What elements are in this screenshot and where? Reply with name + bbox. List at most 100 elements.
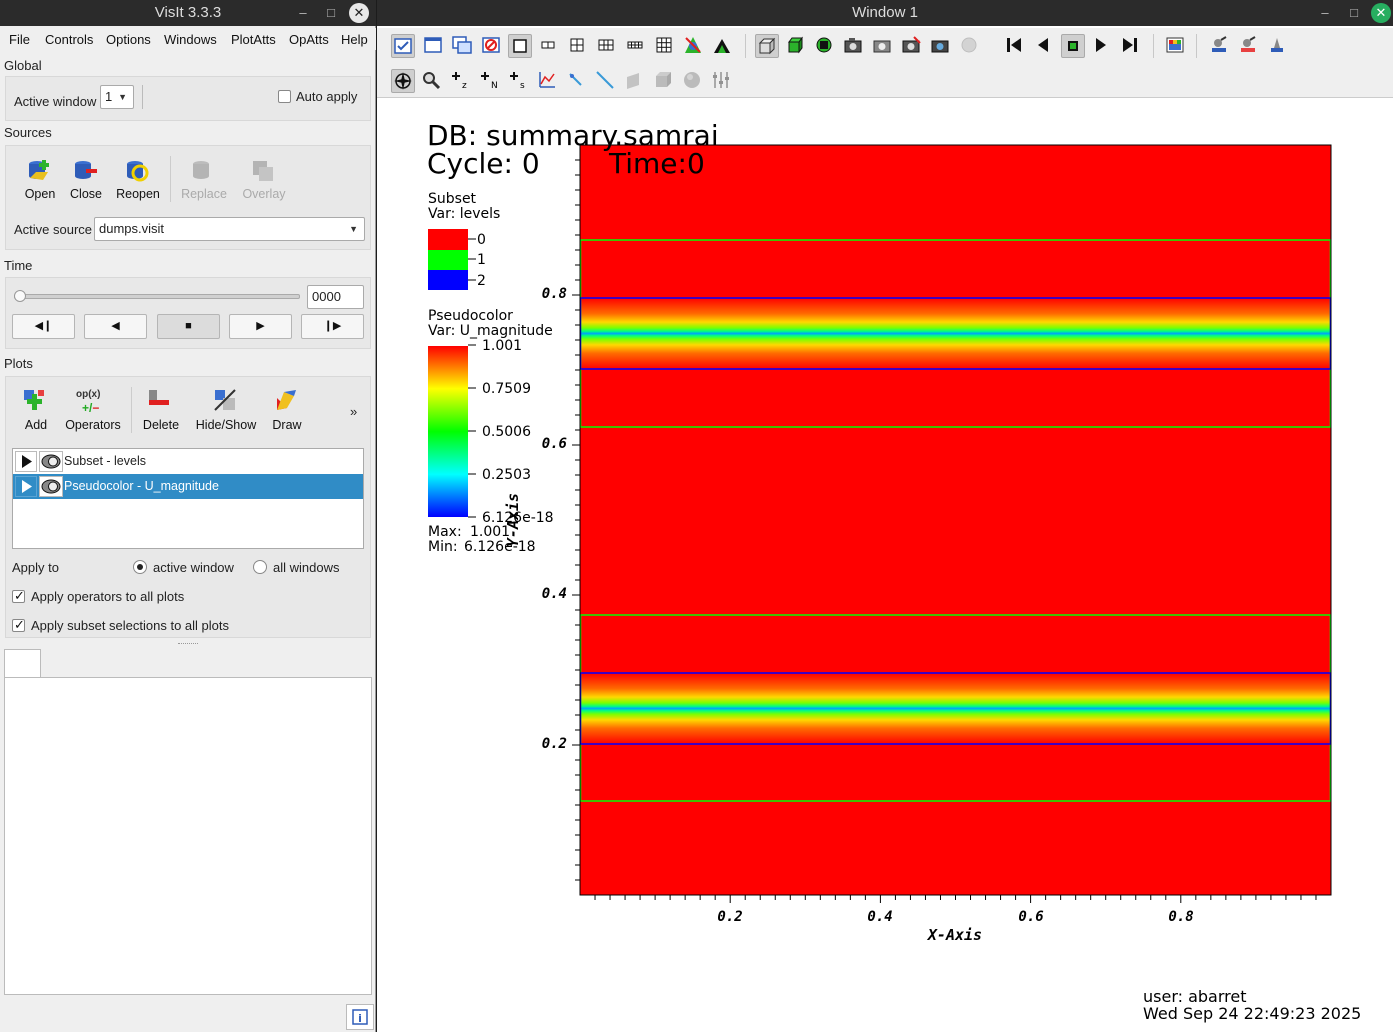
step-back-button[interactable]: ◀❙: [12, 314, 75, 339]
info-button[interactable]: i: [346, 1004, 374, 1030]
lock-time-icon[interactable]: [711, 34, 735, 58]
time-slider-handle[interactable]: [14, 290, 26, 302]
forward-play-icon[interactable]: [1090, 34, 1114, 58]
step-forward-button[interactable]: ❙▶: [301, 314, 364, 339]
clone-window-icon[interactable]: [451, 34, 475, 58]
delete-window-icon[interactable]: [480, 34, 504, 58]
splitter-handle[interactable]: [178, 643, 198, 646]
apply-active-window-radio[interactable]: [133, 560, 147, 574]
menu-windows[interactable]: Windows: [164, 32, 217, 47]
close-button[interactable]: Close: [70, 187, 102, 201]
frame-input[interactable]: 0000: [307, 285, 364, 309]
more-tools-button[interactable]: »: [350, 404, 358, 419]
expand-icon[interactable]: [15, 476, 37, 497]
node-pick-icon[interactable]: N: [478, 69, 502, 93]
eye-icon[interactable]: [39, 451, 63, 472]
point-tool-icon[interactable]: [565, 69, 589, 93]
axis-restriction-icon[interactable]: [710, 69, 734, 93]
apply-all-windows-radio[interactable]: [253, 560, 267, 574]
plot-list-item[interactable]: Subset - levels: [13, 449, 363, 474]
add-button[interactable]: Add: [24, 418, 48, 432]
layout-1x1-icon[interactable]: [508, 34, 532, 58]
apply-subset-checkbox[interactable]: [12, 617, 25, 633]
vis-window-titlebar: Window 1 – □ ✕: [377, 0, 1393, 26]
pick-tool-icon[interactable]: [1266, 34, 1290, 58]
open-button[interactable]: Open: [24, 187, 56, 201]
camera-choose-icon[interactable]: [929, 34, 953, 58]
layout-2x3-icon[interactable]: [595, 34, 619, 58]
line-tool-icon[interactable]: [594, 69, 618, 93]
sphere-tool-icon[interactable]: [681, 69, 705, 93]
pc-colorbar: [428, 346, 468, 517]
close-icon[interactable]: ✕: [1371, 3, 1391, 23]
query-icon[interactable]: [1208, 34, 1232, 58]
layout-3x3-icon[interactable]: [653, 34, 677, 58]
hide-show-button[interactable]: Hide/Show: [195, 418, 257, 432]
active-window-select[interactable]: 1 ▼: [100, 85, 134, 109]
lineout-icon[interactable]: [536, 69, 560, 93]
global-section-label: Global: [4, 58, 42, 73]
box-tool-icon[interactable]: [652, 69, 676, 93]
y-tick-label: 0.2: [542, 736, 567, 752]
spreadsheet-pick-icon[interactable]: s: [507, 69, 531, 93]
active-window-toggle-icon[interactable]: [391, 34, 415, 58]
layout-1x2-icon[interactable]: [537, 34, 561, 58]
layout-2x2-icon[interactable]: [566, 34, 590, 58]
toolbar-divider: [745, 34, 746, 58]
stop-button[interactable]: ■: [157, 314, 220, 339]
menu-file[interactable]: File: [9, 32, 30, 47]
color-table-icon[interactable]: [1164, 34, 1188, 58]
active-source-select[interactable]: dumps.visit ▼: [94, 217, 365, 241]
cycle-label: Cycle: 0: [427, 147, 540, 180]
vis-window-title: Window 1: [852, 4, 918, 21]
draw-button[interactable]: Draw: [272, 418, 302, 432]
menu-help[interactable]: Help: [341, 32, 368, 47]
maximize-icon[interactable]: □: [327, 5, 335, 20]
tab-blank[interactable]: [4, 649, 41, 678]
overlay-button[interactable]: Overlay: [242, 187, 286, 201]
visualization-canvas[interactable]: 0.2 0.4 0.6 0.8 X-Axis 0.8 0.6 0.4 0.2 Y…: [377, 99, 1393, 1032]
operators-button[interactable]: Operators: [65, 418, 121, 432]
menu-controls[interactable]: Controls: [45, 32, 94, 47]
layout-2x4-icon[interactable]: [624, 34, 648, 58]
zoom-mode-icon[interactable]: [420, 69, 444, 93]
lock-view-icon[interactable]: [682, 34, 706, 58]
time-label: Time:0: [608, 147, 705, 180]
plane-tool-icon[interactable]: [623, 69, 647, 93]
spin-icon[interactable]: [958, 34, 982, 58]
subset-swatch-1: [428, 250, 468, 270]
camera-delete-icon[interactable]: [900, 34, 924, 58]
play-button[interactable]: ▶: [229, 314, 292, 339]
first-frame-icon[interactable]: [1003, 34, 1027, 58]
menu-plotatts[interactable]: PlotAtts: [231, 32, 276, 47]
apply-operators-checkbox[interactable]: [12, 588, 25, 604]
time-slider-track[interactable]: [14, 294, 300, 299]
plot-list-item-selected[interactable]: Pseudocolor - U_magnitude: [13, 474, 363, 499]
time-section-label: Time: [4, 258, 33, 273]
camera-icon[interactable]: [842, 34, 866, 58]
minimize-icon[interactable]: –: [1321, 5, 1329, 20]
camera-save-icon[interactable]: [871, 34, 895, 58]
zone-pick-icon[interactable]: z: [449, 69, 473, 93]
recenter-view-icon[interactable]: [813, 34, 837, 58]
close-icon[interactable]: ✕: [349, 3, 369, 23]
menu-opatts[interactable]: OpAtts: [289, 32, 329, 47]
maximize-icon[interactable]: □: [1350, 5, 1358, 20]
minimize-icon[interactable]: –: [299, 5, 307, 20]
query-over-time-icon[interactable]: [1237, 34, 1261, 58]
play-reverse-button[interactable]: ◀: [84, 314, 147, 339]
menu-options[interactable]: Options: [106, 32, 151, 47]
replace-button[interactable]: Replace: [181, 187, 227, 201]
reset-view-icon[interactable]: [784, 34, 808, 58]
expand-icon[interactable]: [15, 451, 37, 472]
perspective-icon[interactable]: [755, 34, 779, 58]
navigate-mode-icon[interactable]: [391, 69, 415, 93]
reverse-play-icon[interactable]: [1032, 34, 1056, 58]
stop-anim-icon[interactable]: [1061, 34, 1085, 58]
auto-apply-checkbox[interactable]: [278, 90, 291, 103]
eye-icon[interactable]: [39, 476, 63, 497]
reopen-button[interactable]: Reopen: [116, 187, 160, 201]
delete-button[interactable]: Delete: [142, 418, 180, 432]
new-window-icon[interactable]: [422, 34, 446, 58]
last-frame-icon[interactable]: [1119, 34, 1143, 58]
